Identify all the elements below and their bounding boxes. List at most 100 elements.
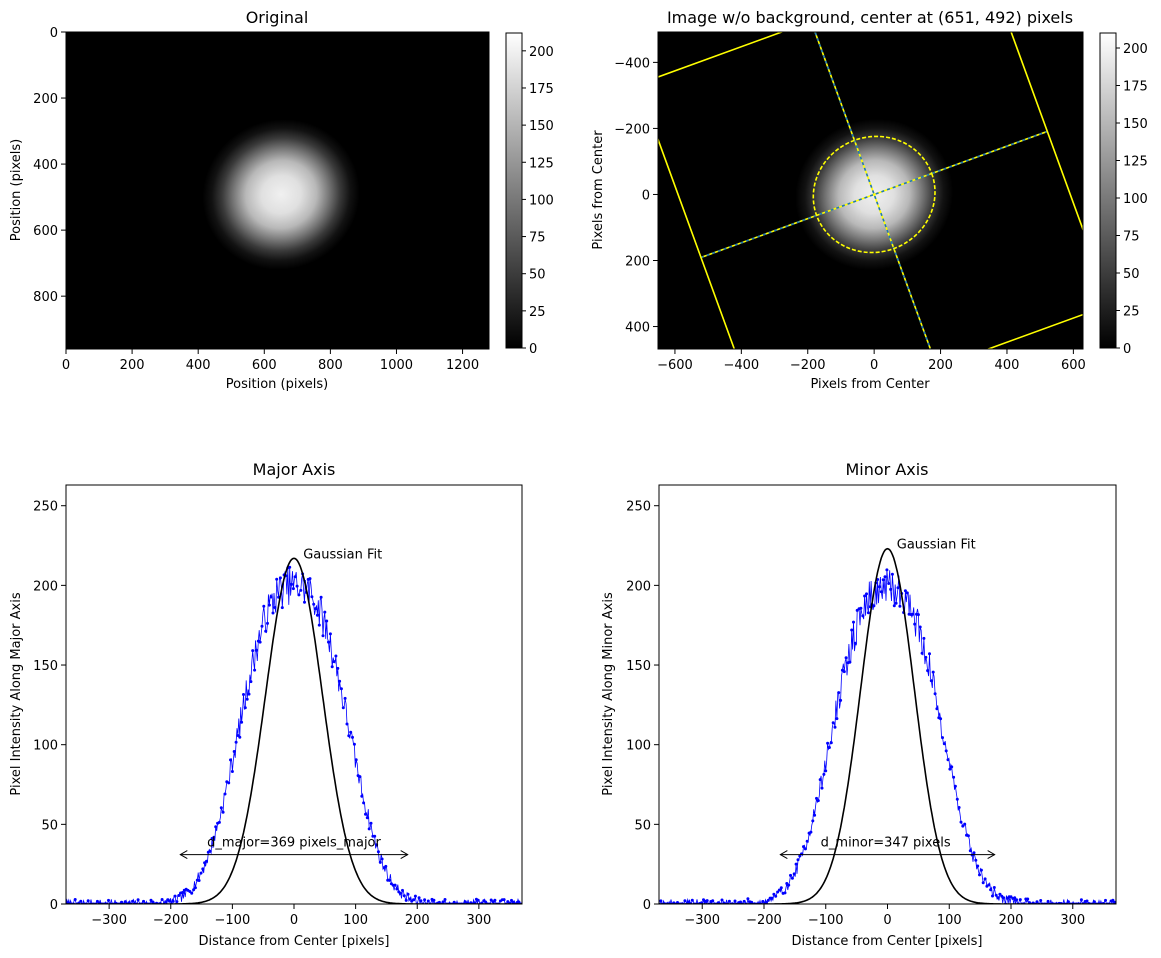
minor-measured-point [1009,895,1013,899]
no-background-x-tick-label: −400 [723,358,759,373]
major-y-tick-label: 250 [33,500,58,515]
major-measured-point [310,595,314,599]
major-measured-point [332,660,336,664]
major-measured-point [297,593,301,597]
no-background-y-tick-label: 200 [625,255,650,270]
major-measured-point [351,735,354,739]
major-y-tick-label: 150 [33,659,58,674]
major-measured-point [269,595,273,599]
major-measured-point [151,900,155,904]
minor-measured-point [827,746,831,749]
major-measured-point [142,899,146,903]
minor-measured-point [920,651,924,655]
major-measured-point [214,825,218,829]
minor-measured-point [1111,898,1115,902]
major-measured-point [399,891,403,895]
minor-measured-point [972,851,976,855]
minor-measured-point [711,899,715,903]
major-measured-point [376,850,380,854]
minor-axis-plot-area [659,485,1116,904]
minor-measured-point [935,707,939,711]
minor-measured-point [1079,898,1083,902]
major-measured-point [303,600,306,604]
no-background-colorbar-tick-label: 200 [1123,42,1148,57]
major-measured-point [192,888,196,892]
no-background-y-tick-label: 0 [642,188,650,203]
minor-measured-point [963,822,967,826]
no-background-colorbar-tick-label: 0 [1123,342,1131,357]
major-measured-point [201,867,205,871]
minor-x-tick-label: −100 [808,913,844,928]
major-axis-plot-area [66,485,522,904]
minor-measured-point [1085,899,1089,903]
major-measured-point [328,632,332,636]
major-measured-point [173,894,177,898]
minor-measured-point [794,862,798,866]
major-diameter-label: d_major=369 pixels_major [207,836,381,851]
minor-measured-point [820,786,824,790]
minor-measured-point [770,896,774,900]
major-measured-point [168,899,171,903]
minor-measured-point [1015,898,1019,902]
minor-measured-point [835,717,839,721]
major-measured-point [312,602,316,606]
minor-measured-point [750,900,754,904]
major-measured-point [275,577,279,581]
major-measured-point [175,900,179,904]
major-measured-point [349,730,353,734]
major-measured-point [260,624,264,628]
major-gaussian-fit-line [66,557,522,904]
minor-measured-point [996,896,1000,900]
panel-minor-axis: Minor Axis Gaussian Fit d_minor=347 pixel… [601,460,1117,949]
minor-y-axis-label: Pixel Intensity Along Minor Axis [601,592,616,796]
minor-measured-point [865,592,868,596]
major-measured-point [511,900,515,904]
minor-measured-point [816,799,820,803]
major-y-tick-label: 100 [33,739,58,754]
major-measured-point [238,735,242,739]
minor-y-tick-label: 250 [626,500,651,515]
minor-measured-point [790,876,794,880]
original-x-tick-label: 800 [318,358,343,373]
major-measured-point [365,816,369,820]
minor-measured-point [742,899,746,903]
major-measured-point [314,607,318,611]
integration-box-edge [986,313,1083,349]
minor-measured-point [1018,898,1022,902]
minor-measured-point [826,741,830,745]
minor-measured-point [952,775,956,779]
minor-measured-point [998,892,1002,896]
minor-measured-point [659,899,663,903]
major-measured-point [315,613,319,617]
no-background-colorbar-tick-label: 50 [1123,267,1140,282]
major-measured-point [360,794,364,798]
major-measured-point [354,758,358,762]
major-measured-point [190,891,194,895]
minor-measured-point [1035,900,1039,904]
minor-measured-point [803,847,807,851]
major-measured-point [86,899,90,903]
minor-measured-point [831,721,835,725]
major-measured-point [443,898,447,901]
minor-gaussian-fit-line [659,547,1116,904]
major-measured-point [230,770,234,773]
minor-measured-point [776,890,780,894]
major-measured-point [193,886,197,890]
minor-measured-point [968,849,972,853]
major-measured-point [240,720,244,724]
original-colorbar-tick-label: 50 [529,268,546,283]
integration-box-edge [1010,32,1083,232]
minor-measured-point [887,582,891,585]
minor-measured-point [976,864,980,868]
minor-measured-point [1113,900,1116,904]
original-x-axis-label: Position (pixels) [226,377,328,392]
minor-measured-point [789,873,792,877]
no-background-colorbar [1099,32,1117,349]
minor-measured-point [892,604,896,608]
minor-measured-point [798,854,802,858]
minor-measured-point [805,839,809,843]
major-measured-point [243,706,247,710]
major-measured-point [423,898,427,902]
no-background-colorbar-tick-label: 25 [1123,305,1140,320]
minor-measured-point [766,898,770,902]
